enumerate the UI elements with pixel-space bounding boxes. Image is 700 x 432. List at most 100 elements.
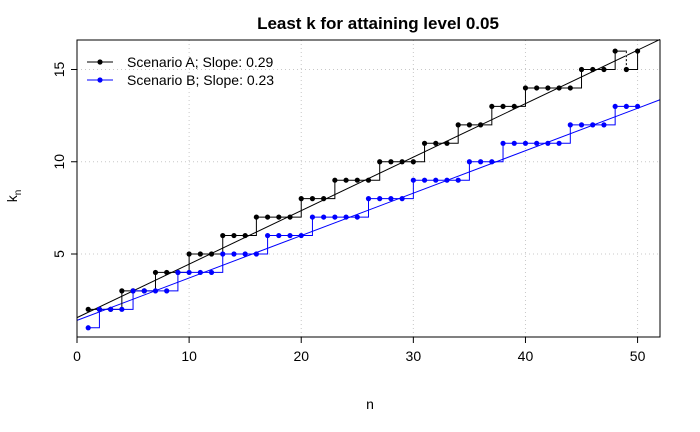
point-series-0-n43 [556,85,562,91]
point-series-0-n25 [354,177,360,183]
chart-title: Least k for attaining level 0.05 [257,14,499,33]
point-series-0-n44 [567,85,573,91]
y-axis: 5 10 15 [51,62,77,258]
point-series-1-n1 [85,325,91,331]
x-tick-label-0: 0 [73,348,81,364]
y-tick-label-15: 15 [51,62,67,78]
plot-frame [76,39,661,338]
point-series-0-n11 [197,251,203,257]
point-series-0-n19 [287,214,293,220]
point-series-0-n39 [511,103,517,110]
point-series-0-n22 [321,196,327,202]
legend-marker-scenario-a [97,59,103,65]
point-series-0-n45 [578,66,585,73]
point-series-0-n8 [164,269,170,276]
point-series-1-n24 [343,214,349,220]
point-series-1-n3 [108,306,114,312]
y-axis-label-main: k [4,194,20,202]
point-series-1-n30 [410,177,416,183]
legend-label-scenario-a: Scenario A; Slope: 0.29 [127,54,274,70]
point-series-0-n34 [455,122,461,128]
point-series-0-n18 [276,214,282,220]
point-series-0-n14 [231,232,237,239]
point-series-0-n42 [545,85,551,91]
point-series-0-n26 [365,177,372,183]
point-series-1-n48 [612,103,618,110]
point-series-1-n28 [388,196,394,202]
point-series-1-n50 [634,103,641,110]
x-tick-label-40: 40 [518,348,534,364]
point-series-0-n15 [242,232,248,239]
point-series-1-n8 [164,288,170,294]
point-series-1-n49 [623,103,629,110]
point-series-1-n21 [309,214,316,220]
point-series-0-n24 [343,177,349,183]
point-series-0-n29 [399,159,405,165]
x-tick-label-10: 10 [181,348,197,364]
point-series-0-n13 [220,232,226,239]
point-series-0-n1 [85,306,91,312]
point-series-0-n23 [332,177,338,183]
x-axis: 0 10 20 30 40 50 [73,337,646,364]
point-series-0-n38 [500,103,506,110]
point-series-0-n16 [253,214,259,220]
point-series-1-n6 [141,288,147,294]
point-series-1-n23 [332,214,338,220]
point-series-1-n42 [545,140,551,146]
point-series-1-n13 [220,251,226,257]
point-series-0-n49 [623,66,629,73]
x-tick-label-20: 20 [293,348,309,364]
point-series-1-n12 [208,269,215,276]
y-axis-label: kn [4,190,24,203]
point-series-1-n15 [242,251,248,257]
point-series-1-n18 [276,232,282,239]
point-series-0-n27 [377,159,383,165]
point-series-0-n37 [489,103,495,110]
x-tick-label-50: 50 [630,348,646,364]
point-series-1-n46 [590,122,596,128]
point-series-1-n35 [466,159,473,165]
point-series-0-n40 [522,85,529,91]
point-series-0-n7 [152,269,159,276]
point-series-0-n41 [534,85,540,91]
point-series-1-n22 [321,214,327,220]
point-series-1-n4 [119,306,125,312]
point-series-0-n50 [634,48,641,54]
point-series-1-n11 [197,269,203,276]
point-series-0-n30 [410,159,416,165]
point-series-0-n20 [298,196,304,202]
point-series-0-n47 [601,66,607,73]
point-series-1-n41 [534,140,540,146]
point-series-1-n32 [433,177,439,183]
point-series-0-n4 [119,288,125,294]
point-series-1-n19 [287,232,293,239]
point-series-1-n37 [489,159,495,165]
point-series-1-n5 [130,288,136,294]
point-series-1-n44 [567,122,573,128]
y-axis-label-sub: n [13,190,24,196]
point-series-1-n45 [578,122,585,128]
point-series-0-n21 [309,196,316,202]
point-series-0-n10 [186,251,192,257]
point-series-1-n31 [421,177,428,183]
point-series-1-n9 [175,269,181,276]
x-axis-label: n [366,396,374,412]
point-series-1-n25 [354,214,360,220]
point-series-0-n33 [444,140,450,146]
series-layer [85,48,641,331]
point-series-1-n16 [253,251,259,257]
svg-text:kn: kn [4,190,24,203]
point-series-1-n27 [377,196,383,202]
y-tick-label-10: 10 [51,154,67,170]
point-series-1-n47 [601,122,607,128]
legend-label-scenario-b: Scenario B; Slope: 0.23 [127,72,274,88]
point-series-0-n32 [433,140,439,146]
point-series-0-n31 [421,140,428,146]
point-series-0-n48 [612,48,618,54]
point-series-1-n33 [444,177,450,183]
point-series-1-n17 [264,232,271,239]
point-series-1-n14 [231,251,237,257]
point-series-1-n34 [455,177,461,183]
point-series-0-n36 [478,122,484,128]
